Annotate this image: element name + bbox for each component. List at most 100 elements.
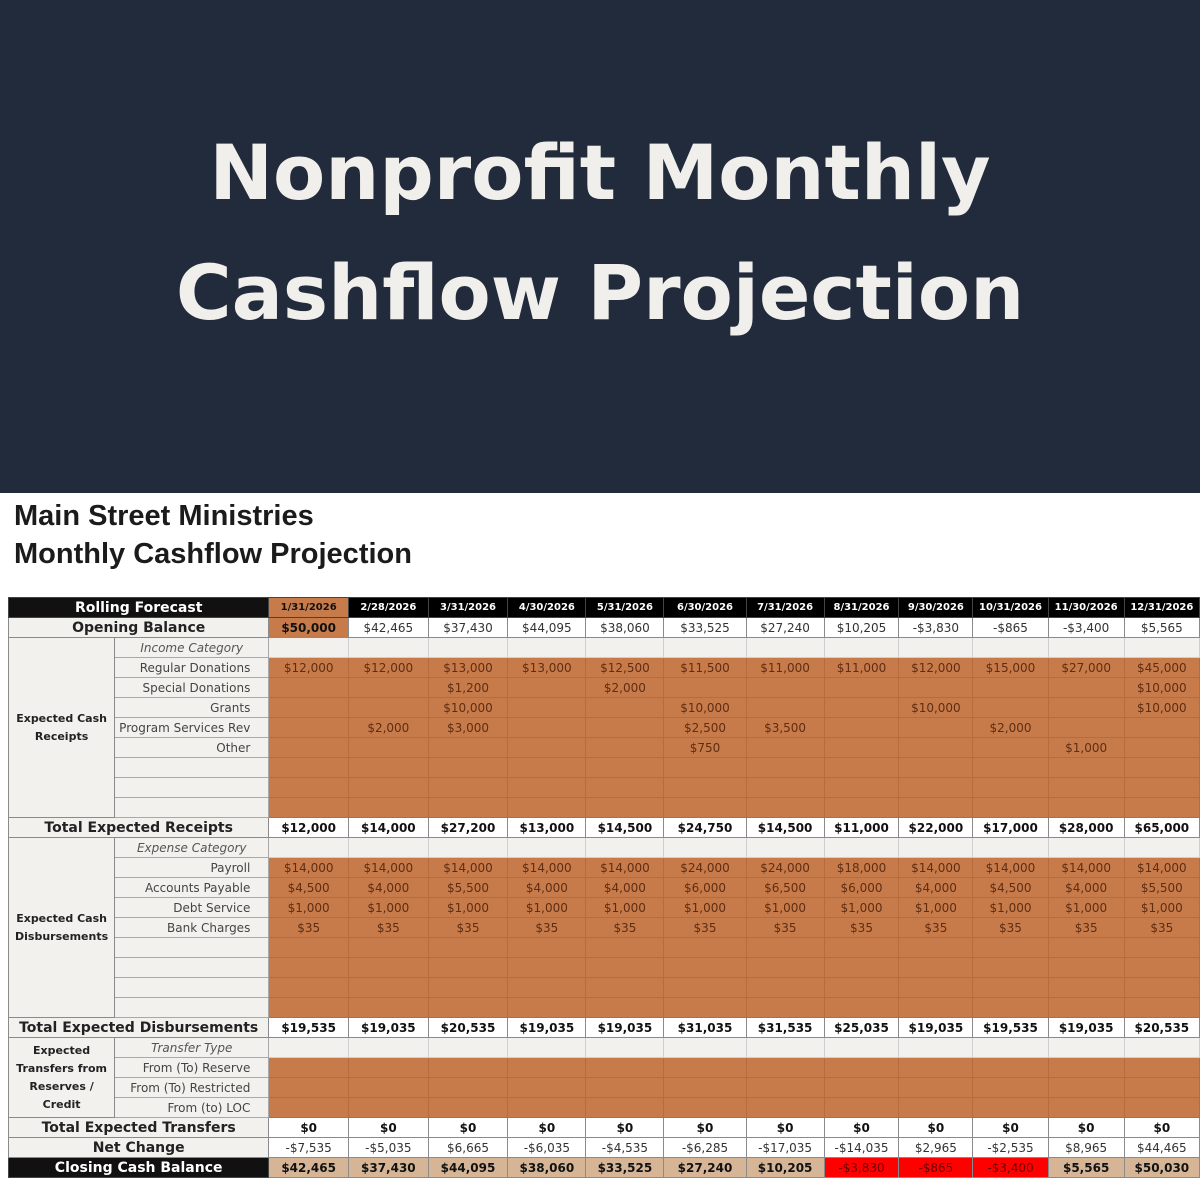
input-cell[interactable]: $35 (972, 917, 1049, 938)
input-cell[interactable]: $5,500 (427, 877, 509, 898)
input-cell[interactable]: $14,000 (507, 857, 587, 878)
input-cell[interactable]: $2,000 (348, 717, 429, 738)
input-cell[interactable] (1123, 797, 1200, 818)
input-cell[interactable] (268, 1057, 349, 1078)
input-cell[interactable] (427, 1057, 509, 1078)
input-cell[interactable] (972, 1097, 1049, 1118)
input-cell[interactable] (268, 797, 349, 818)
input-cell[interactable] (663, 677, 747, 698)
input-cell[interactable] (348, 1057, 429, 1078)
input-cell[interactable]: $14,000 (348, 857, 429, 878)
input-cell[interactable] (427, 797, 509, 818)
input-cell[interactable]: $45,000 (1123, 657, 1200, 678)
input-cell[interactable] (1047, 1057, 1125, 1078)
input-cell[interactable]: $10,000 (1123, 677, 1200, 698)
input-cell[interactable]: $750 (663, 737, 747, 758)
input-cell[interactable] (348, 697, 429, 718)
input-cell[interactable] (972, 937, 1049, 958)
input-cell[interactable]: $1,000 (823, 897, 900, 918)
opening-balance-cell[interactable]: -$3,830 (898, 617, 974, 638)
input-cell[interactable]: $35 (745, 917, 825, 938)
input-cell[interactable]: $14,000 (972, 857, 1049, 878)
input-cell[interactable] (898, 777, 974, 798)
input-cell[interactable] (1123, 1057, 1200, 1078)
input-cell[interactable] (268, 757, 349, 778)
input-cell[interactable] (507, 957, 587, 978)
input-cell[interactable] (745, 957, 825, 978)
input-cell[interactable] (663, 937, 747, 958)
input-cell[interactable] (745, 797, 825, 818)
input-cell[interactable] (585, 697, 665, 718)
input-cell[interactable] (972, 737, 1049, 758)
input-cell[interactable] (745, 1097, 825, 1118)
input-cell[interactable] (823, 757, 900, 778)
input-cell[interactable] (585, 737, 665, 758)
input-cell[interactable] (268, 737, 349, 758)
input-cell[interactable] (427, 737, 509, 758)
input-cell[interactable] (745, 937, 825, 958)
input-cell[interactable]: $1,200 (427, 677, 509, 698)
input-cell[interactable] (585, 1097, 665, 1118)
input-cell[interactable] (268, 717, 349, 738)
input-cell[interactable]: $1,000 (898, 897, 974, 918)
input-cell[interactable]: $10,000 (427, 697, 509, 718)
input-cell[interactable] (663, 1057, 747, 1078)
input-cell[interactable] (823, 1077, 900, 1098)
input-cell[interactable] (1047, 717, 1125, 738)
input-cell[interactable] (348, 737, 429, 758)
input-cell[interactable]: $35 (268, 917, 349, 938)
input-cell[interactable] (348, 677, 429, 698)
input-cell[interactable] (898, 1097, 974, 1118)
input-cell[interactable]: $6,000 (663, 877, 747, 898)
opening-balance-cell[interactable]: $50,000 (268, 617, 349, 638)
input-cell[interactable] (663, 977, 747, 998)
input-cell[interactable]: $35 (898, 917, 974, 938)
input-cell[interactable]: $15,000 (972, 657, 1049, 678)
input-cell[interactable]: $4,000 (507, 877, 587, 898)
input-cell[interactable] (823, 717, 900, 738)
input-cell[interactable] (663, 997, 747, 1018)
input-cell[interactable] (972, 797, 1049, 818)
input-cell[interactable] (823, 977, 900, 998)
input-cell[interactable]: $4,000 (1047, 877, 1125, 898)
input-cell[interactable]: $11,500 (663, 657, 747, 678)
input-cell[interactable] (823, 1097, 900, 1118)
input-cell[interactable]: $27,000 (1047, 657, 1125, 678)
input-cell[interactable] (1123, 957, 1200, 978)
input-cell[interactable] (1123, 1077, 1200, 1098)
input-cell[interactable] (898, 937, 974, 958)
input-cell[interactable]: $4,500 (972, 877, 1049, 898)
input-cell[interactable]: $1,000 (507, 897, 587, 918)
input-cell[interactable]: $1,000 (745, 897, 825, 918)
input-cell[interactable]: $13,000 (427, 657, 509, 678)
input-cell[interactable]: $12,000 (348, 657, 429, 678)
input-cell[interactable] (1047, 797, 1125, 818)
input-cell[interactable] (348, 757, 429, 778)
input-cell[interactable]: $1,000 (268, 897, 349, 918)
input-cell[interactable] (972, 757, 1049, 778)
input-cell[interactable] (663, 1097, 747, 1118)
input-cell[interactable] (972, 1057, 1049, 1078)
input-cell[interactable] (507, 737, 587, 758)
input-cell[interactable] (427, 937, 509, 958)
input-cell[interactable]: $35 (427, 917, 509, 938)
input-cell[interactable]: $11,000 (745, 657, 825, 678)
input-cell[interactable] (585, 977, 665, 998)
input-cell[interactable] (268, 1097, 349, 1118)
input-cell[interactable] (1047, 957, 1125, 978)
input-cell[interactable] (972, 777, 1049, 798)
input-cell[interactable] (898, 677, 974, 698)
input-cell[interactable] (745, 737, 825, 758)
input-cell[interactable] (427, 977, 509, 998)
input-cell[interactable] (507, 757, 587, 778)
input-cell[interactable]: $35 (1047, 917, 1125, 938)
input-cell[interactable] (745, 977, 825, 998)
input-cell[interactable] (348, 977, 429, 998)
input-cell[interactable] (898, 717, 974, 738)
input-cell[interactable] (898, 977, 974, 998)
input-cell[interactable]: $4,500 (268, 877, 349, 898)
input-cell[interactable] (823, 777, 900, 798)
opening-balance-cell[interactable]: $38,060 (585, 617, 665, 638)
input-cell[interactable]: $1,000 (1123, 897, 1200, 918)
input-cell[interactable]: $1,000 (972, 897, 1049, 918)
